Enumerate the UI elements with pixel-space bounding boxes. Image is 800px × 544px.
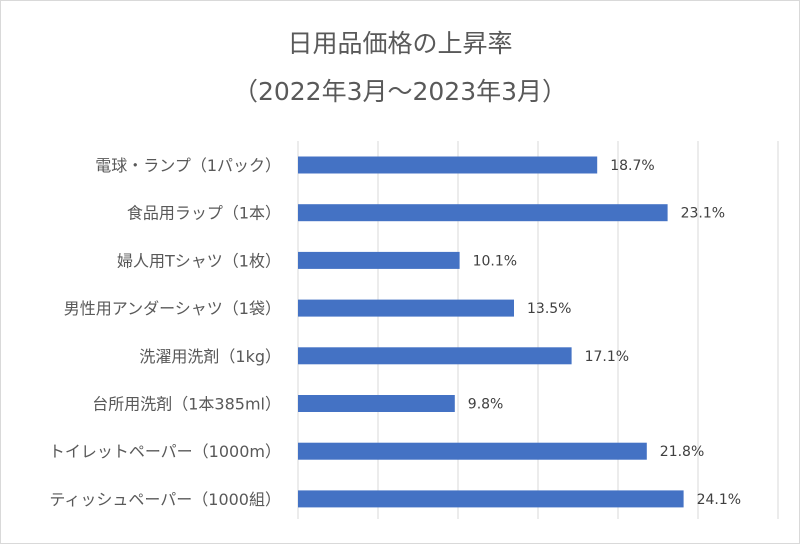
data-label: 18.7%: [610, 158, 654, 174]
data-label: 24.1%: [697, 492, 741, 508]
bar: [298, 490, 684, 508]
category-label: 台所用洗剤（1本385ml）: [92, 395, 281, 414]
category-label: 洗濯用洗剤（1kg）: [139, 347, 281, 366]
data-label: 10.1%: [473, 253, 517, 269]
bar: [298, 347, 572, 365]
data-label: 17.1%: [585, 349, 629, 365]
category-label: ティッシュペーパー（1000組）: [49, 490, 281, 509]
data-label: 23.1%: [681, 206, 725, 222]
bar: [298, 204, 668, 222]
data-label: 13.5%: [527, 301, 571, 317]
category-label: 婦人用Tシャツ（1枚）: [117, 251, 281, 270]
category-label: 電球・ランプ（1パック）: [95, 156, 281, 175]
data-label: 9.8%: [468, 397, 504, 413]
data-label: 21.8%: [660, 444, 704, 460]
bar: [298, 395, 455, 412]
category-label: 食品用ラップ（1本）: [127, 204, 281, 223]
bar: [298, 299, 514, 317]
chart-subtitle: （2022年3月～2023年3月）: [232, 77, 568, 106]
bar: [298, 442, 647, 460]
bar: [298, 156, 598, 174]
category-label: 男性用アンダーシャツ（1袋）: [64, 299, 281, 318]
category-label: トイレットペーパー（1000m）: [49, 442, 281, 461]
bar: [298, 251, 460, 269]
chart-title: 日用品価格の上昇率: [287, 29, 513, 58]
